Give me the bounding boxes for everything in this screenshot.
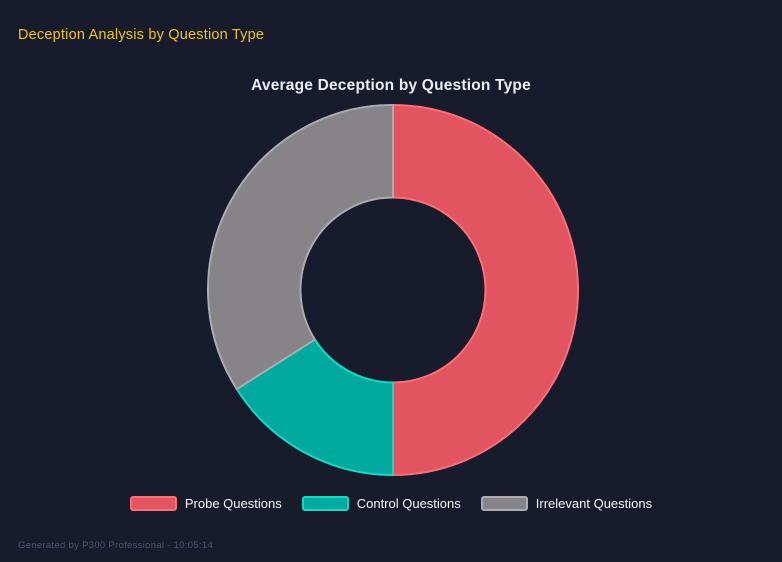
page-title: Deception Analysis by Question Type — [18, 27, 265, 43]
donut-chart[interactable] — [203, 100, 583, 480]
donut-segment-probe-questions[interactable] — [392, 104, 579, 476]
legend-label: Control Questions — [356, 496, 461, 511]
legend-item-control-questions[interactable]: Control Questions — [301, 496, 461, 511]
legend-swatch-icon[interactable] — [480, 496, 528, 511]
chart-title: Average Deception by Question Type — [251, 77, 531, 94]
legend-label: Irrelevant Questions — [535, 496, 653, 511]
donut-segment-control-questions[interactable] — [235, 338, 394, 476]
legend-swatch-icon[interactable] — [301, 496, 349, 511]
legend-label: Probe Questions — [184, 496, 282, 511]
donut-segment-irrelevant-questions[interactable] — [207, 104, 394, 391]
chart-legend: Probe Questions Control Questions Irreleva… — [0, 496, 782, 511]
legend-swatch-icon[interactable] — [129, 496, 177, 511]
legend-item-irrelevant-questions[interactable]: Irrelevant Questions — [480, 496, 653, 511]
legend-item-probe-questions[interactable]: Probe Questions — [129, 496, 282, 511]
donut-chart-canvas[interactable] — [203, 100, 583, 480]
footer-caption: Generated by P300 Professional - 10:05:1… — [18, 540, 214, 551]
